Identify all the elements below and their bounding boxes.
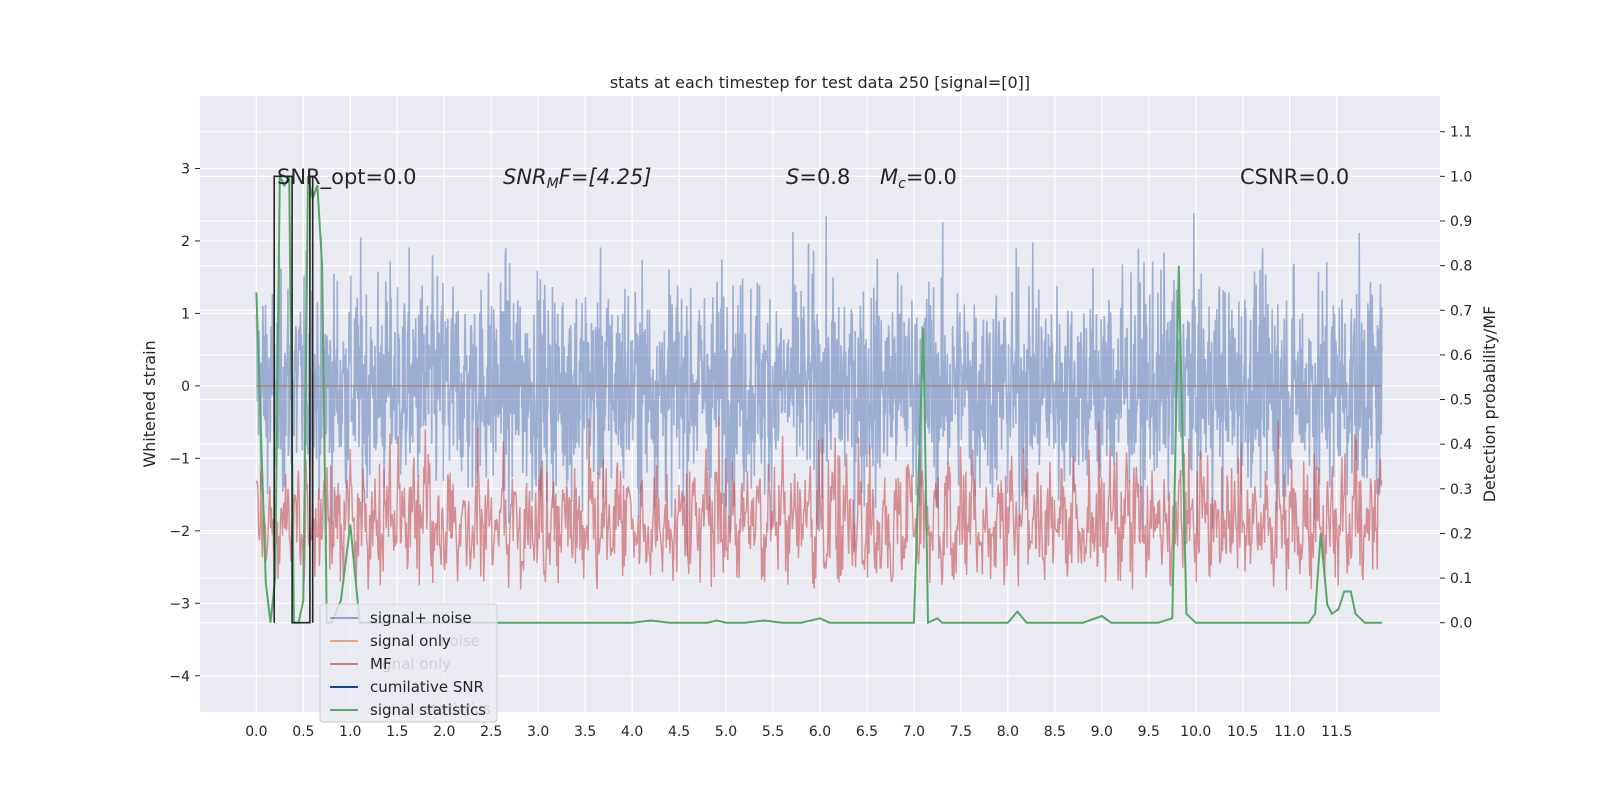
x-tick-label: 6.5 bbox=[856, 724, 878, 740]
y-right-tick-label: 0.7 bbox=[1450, 303, 1472, 319]
legend-label: MF bbox=[370, 655, 392, 673]
y-tick-label: −4 bbox=[169, 669, 190, 685]
legend-label: signal+ noise bbox=[370, 609, 472, 627]
legend-ghost-1: noise bbox=[440, 632, 480, 650]
x-tick-label: 7.5 bbox=[950, 724, 972, 740]
y-right-tick-label: 0.9 bbox=[1450, 214, 1472, 230]
x-tick-label: 8.0 bbox=[997, 724, 1019, 740]
y-tick-label: 2 bbox=[181, 234, 190, 250]
y-right-tick-label: 0.2 bbox=[1450, 526, 1472, 542]
series-step-line bbox=[273, 175, 314, 624]
y-right-tick-label: 0.4 bbox=[1450, 437, 1472, 453]
y-tick-label: −1 bbox=[169, 451, 190, 467]
x-tick-label: 0.0 bbox=[245, 724, 267, 740]
x-tick-labels: 0.0 0.5 1.0 1.5 2.0 2.5 3.0 3.5 4.0 4.5 5.0 5.5 6.0 6… bbox=[245, 724, 1352, 740]
y-right-tick-label: 0.1 bbox=[1450, 571, 1472, 587]
x-tick-label: 5.5 bbox=[762, 724, 784, 740]
x-tick-label: 9.0 bbox=[1091, 724, 1113, 740]
legend-label: signal statistics bbox=[370, 701, 486, 719]
x-tick-label: 4.5 bbox=[668, 724, 690, 740]
y-tick-label: −2 bbox=[169, 524, 190, 540]
x-tick-label: 3.0 bbox=[527, 724, 549, 740]
x-tick-label: 1.0 bbox=[339, 724, 361, 740]
legend-label: signal only bbox=[370, 632, 451, 650]
x-tick-label: 9.5 bbox=[1138, 724, 1160, 740]
annotation-snr-opt: SNR_opt=0.0 bbox=[277, 165, 417, 190]
series-mf-line bbox=[255, 416, 1383, 591]
series-signal-statistics-line bbox=[255, 175, 1382, 625]
y-right-tick-label: 0.0 bbox=[1450, 616, 1472, 632]
y-tick-label: −3 bbox=[169, 596, 190, 612]
y-axis-label: Whitened strain bbox=[140, 340, 159, 467]
x-tick-label: 5.0 bbox=[715, 724, 737, 740]
x-tick-label: 11.5 bbox=[1321, 724, 1352, 740]
y-right-tick-label: 0.3 bbox=[1450, 482, 1472, 498]
y-right-axis-label: Detection probability/MF bbox=[1480, 306, 1499, 503]
series-layer bbox=[255, 175, 1383, 625]
annotation-csnr: CSNR=0.0 bbox=[1240, 165, 1349, 189]
x-tick-label: 1.5 bbox=[386, 724, 408, 740]
y-right-tick-label: 0.6 bbox=[1450, 348, 1472, 364]
y-right-tick-label: 0.8 bbox=[1450, 259, 1472, 275]
y-right-tick-labels: 1.1 1.0 0.9 0.8 0.7 0.6 0.5 0.4 0.3 0.2 0.1 0.0 bbox=[1440, 125, 1472, 632]
x-tick-label: 8.5 bbox=[1044, 724, 1066, 740]
legend-label: cumilative SNR bbox=[370, 678, 484, 696]
y-tick-label: 1 bbox=[181, 306, 190, 322]
y-tick-label: 3 bbox=[181, 161, 190, 177]
x-tick-label: 7.0 bbox=[903, 724, 925, 740]
x-tick-label: 10.5 bbox=[1227, 724, 1258, 740]
x-tick-label: 4.0 bbox=[621, 724, 643, 740]
annotation-snr-mf: SNRMF=[4.25] bbox=[503, 165, 652, 192]
legend-ghost-2: ignal only bbox=[378, 655, 451, 673]
y-right-tick-label: 0.5 bbox=[1450, 393, 1472, 409]
chart-title: stats at each timestep for test data 250… bbox=[610, 73, 1030, 92]
annotation-mc: Mc=0.0 bbox=[880, 165, 957, 192]
x-tick-label: 0.5 bbox=[292, 724, 314, 740]
x-tick-label: 3.5 bbox=[574, 724, 596, 740]
x-tick-label: 2.0 bbox=[433, 724, 455, 740]
y-tick-label: 0 bbox=[181, 379, 190, 395]
annotation-s: S=0.8 bbox=[786, 165, 850, 189]
x-tick-label: 10.0 bbox=[1180, 724, 1211, 740]
x-tick-label: 11.0 bbox=[1274, 724, 1305, 740]
y-right-tick-label: 1.1 bbox=[1450, 125, 1472, 141]
x-tick-label: 6.0 bbox=[809, 724, 831, 740]
y-tick-labels: 3 2 1 0 −1 −2 −3 −4 bbox=[169, 161, 200, 685]
x-tick-label: 2.5 bbox=[480, 724, 502, 740]
legend: noise ignal only statistics signal+ nois… bbox=[319, 603, 498, 723]
legend-ghost-3: statistics bbox=[424, 700, 491, 718]
legend-box bbox=[319, 603, 498, 723]
y-right-tick-label: 1.0 bbox=[1450, 169, 1472, 185]
